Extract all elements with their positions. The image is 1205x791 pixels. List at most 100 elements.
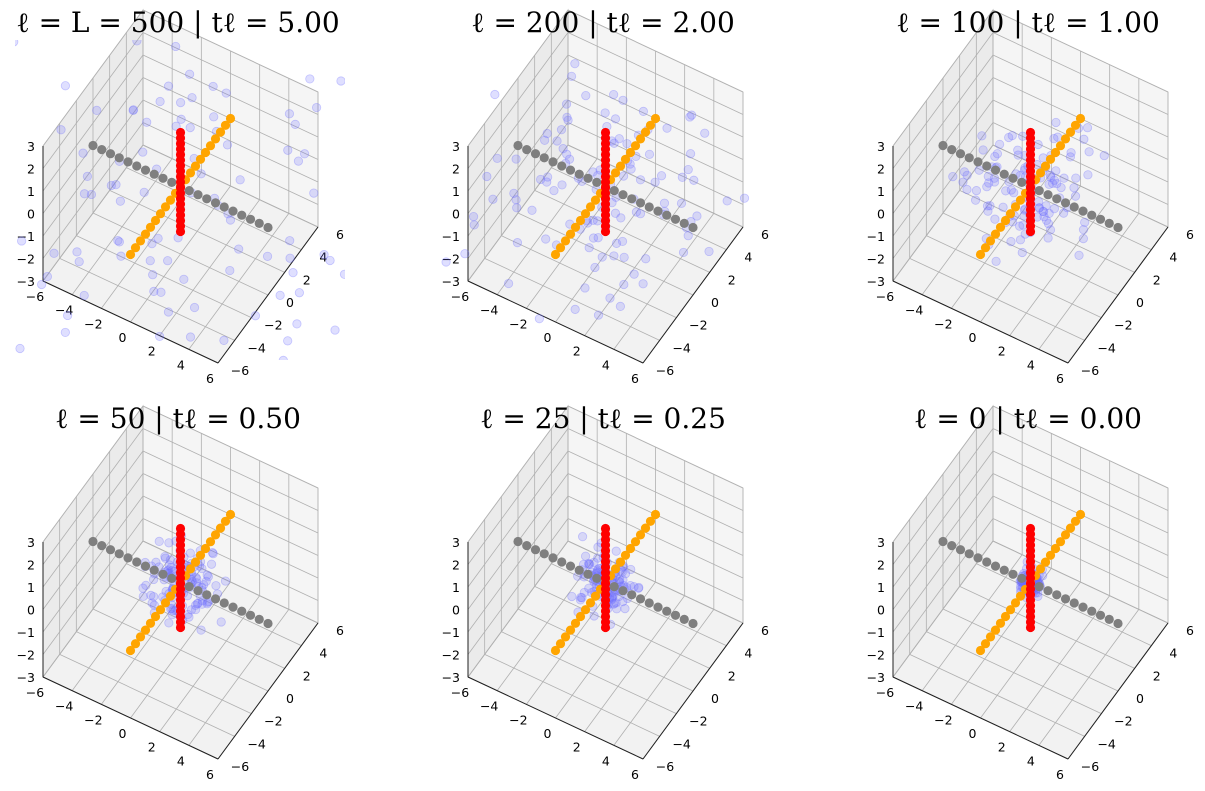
grid-line	[142, 32, 319, 115]
noise-point	[1045, 170, 1056, 180]
grid-line	[467, 495, 569, 633]
noise-point	[619, 279, 629, 290]
z-tick-label: 1	[877, 580, 885, 595]
y-line-point	[580, 209, 591, 219]
y-axis-line	[217, 226, 319, 364]
noise-point	[190, 600, 201, 610]
x-line-point	[1069, 598, 1079, 608]
x-line-point	[1104, 614, 1114, 625]
subplot-title: ℓ = L = 500 | tℓ = 5.00	[16, 6, 339, 39]
y-line-point	[1050, 147, 1061, 158]
y-line-point	[220, 120, 231, 130]
x-line-point	[1095, 214, 1106, 224]
noise-point	[250, 311, 261, 321]
y-line-point	[570, 222, 581, 232]
x-line-point	[583, 173, 593, 183]
noise-point	[146, 590, 156, 600]
noise-point	[490, 89, 500, 100]
y-tick-label: 2	[1153, 668, 1161, 683]
x-tick-label: 2	[148, 344, 156, 359]
noise-point	[618, 596, 628, 607]
noise-point	[492, 153, 502, 163]
noise-point	[556, 125, 567, 135]
z-tick-label: 1	[27, 184, 35, 199]
noise-point	[542, 177, 552, 187]
y-line-point	[1015, 195, 1026, 205]
x-line-point	[219, 202, 229, 212]
x-line-point	[1060, 594, 1071, 604]
x-line-point	[592, 177, 602, 187]
x-line-point	[1113, 618, 1123, 629]
noise-point	[1049, 133, 1059, 144]
y-tick-label: 4	[744, 250, 752, 265]
noise-point	[552, 136, 562, 146]
noise-point	[620, 569, 631, 579]
x-tick-label: 0	[544, 330, 552, 345]
noise-point	[441, 257, 451, 267]
scatter-points	[938, 113, 1123, 266]
noise-point	[220, 576, 231, 586]
x-line-point	[88, 140, 98, 151]
y-line-point	[1075, 113, 1086, 124]
x-line-point	[1017, 573, 1027, 584]
y-line-point	[1050, 543, 1061, 554]
noise-point	[192, 574, 202, 584]
y-line-point	[140, 625, 151, 635]
z-tick-label: −1	[867, 229, 885, 244]
noise-point	[208, 549, 218, 559]
x-line-point	[574, 565, 584, 575]
x-tick-label: 0	[119, 726, 127, 741]
noise-point	[82, 171, 93, 181]
z-tick-label: 0	[452, 603, 460, 618]
noise-point	[257, 365, 265, 373]
noise-point	[1038, 206, 1048, 216]
x-line-point	[184, 186, 194, 196]
subplot-title: ℓ = 25 | tℓ = 0.25	[480, 402, 726, 435]
x-line-point	[548, 157, 558, 167]
x-line-point	[1087, 606, 1097, 616]
x-line-point	[105, 545, 116, 555]
x-line-point	[1104, 218, 1114, 228]
x-tick-label: −2	[934, 712, 952, 727]
z-tick-label: −1	[442, 229, 460, 244]
noise-point	[683, 164, 693, 175]
x-line-point	[565, 561, 576, 571]
noise-point	[350, 255, 358, 263]
y-line-point	[210, 530, 221, 540]
noise-point	[580, 551, 591, 561]
noise-point	[139, 187, 149, 197]
noise-point	[171, 41, 181, 52]
x-tick-label: 2	[573, 740, 581, 755]
z-tick-label: 1	[452, 184, 460, 199]
x-line-point	[237, 606, 247, 616]
noise-point	[566, 71, 577, 81]
grid-line	[467, 122, 569, 259]
y-line-point	[645, 120, 656, 130]
x-tick-label: −2	[509, 712, 527, 727]
noise-point	[581, 90, 591, 101]
x-tick-label: −4	[55, 303, 73, 318]
z-tick-label: 3	[27, 139, 35, 154]
z-tick-label: 2	[877, 162, 885, 177]
noise-point	[619, 252, 629, 262]
noise-point	[197, 599, 207, 609]
z-tick-label: −3	[442, 274, 460, 289]
noise-point	[962, 170, 972, 180]
y-tick-label: 4	[1169, 250, 1177, 265]
noise-point	[634, 582, 644, 593]
noise-point	[618, 171, 629, 181]
grid-line	[142, 122, 319, 205]
noise-point	[983, 171, 993, 181]
z-tick-label: −3	[17, 670, 35, 685]
x-line-point	[522, 541, 532, 551]
y-line-point	[130, 639, 141, 649]
noise-point	[149, 600, 159, 610]
noise-point	[1082, 123, 1093, 133]
z-tick-label: 3	[452, 535, 460, 550]
grid-line	[992, 518, 1169, 601]
noise-point	[186, 605, 197, 615]
z-line-point	[600, 127, 611, 138]
grid-line	[892, 54, 994, 192]
noise-point	[185, 332, 196, 342]
noise-point	[620, 604, 630, 614]
